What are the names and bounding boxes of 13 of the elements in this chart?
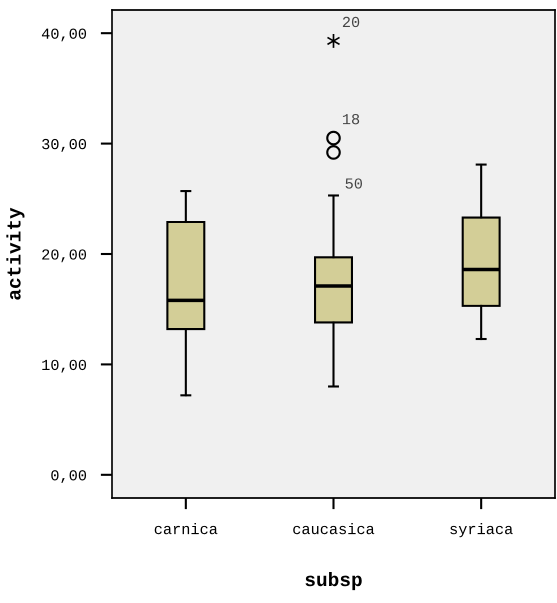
x-axis-title: subsp — [305, 572, 362, 590]
y-tick-label: 40,00 — [42, 28, 86, 42]
annotation: 50 — [346, 178, 362, 189]
annotation: 18 — [342, 114, 360, 124]
y-tick-label: 0,00 — [51, 470, 86, 484]
annotation: 20 — [342, 16, 360, 28]
y-tick-label: 10,00 — [42, 360, 86, 373]
x-tick-label: caucasica — [293, 523, 374, 534]
y-axis-title: activity — [6, 208, 24, 300]
y-tick-label: 30,00 — [42, 138, 86, 152]
x-tick-label: carnica — [154, 523, 218, 534]
y-tick-label: 20,00 — [42, 249, 86, 262]
x-tick-label: syriaca — [450, 523, 513, 538]
